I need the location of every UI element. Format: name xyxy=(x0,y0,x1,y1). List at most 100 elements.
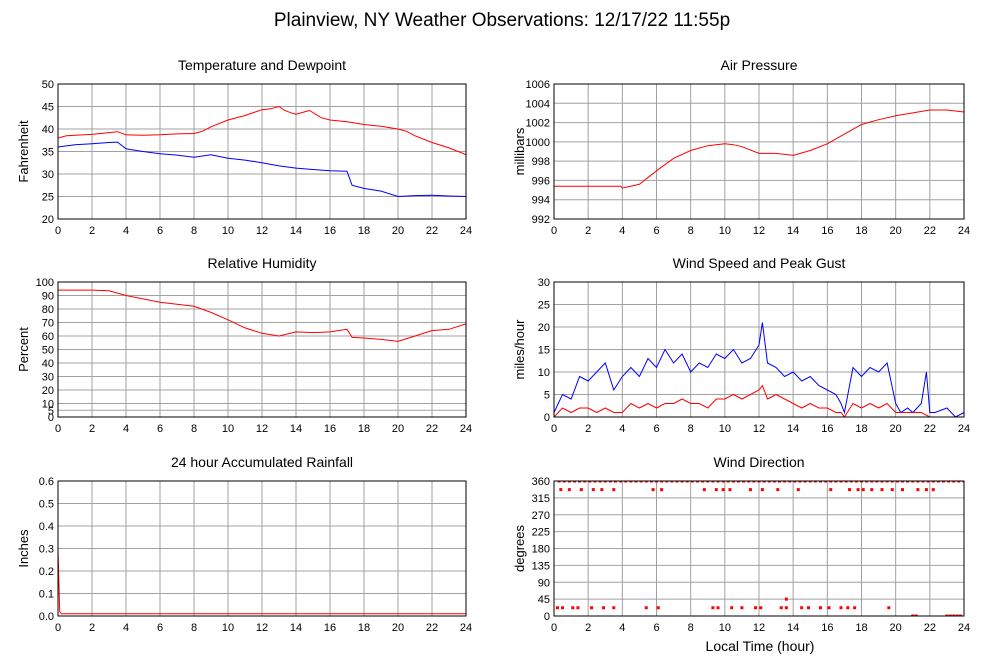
data-point xyxy=(696,481,699,483)
x-tick-label: 20 xyxy=(890,423,902,435)
data-point xyxy=(880,488,884,492)
data-point xyxy=(854,481,858,483)
x-tick-label: 10 xyxy=(222,225,234,237)
y-tick-label: 5 xyxy=(48,405,54,417)
y-tick-label: 5 xyxy=(544,390,550,402)
data-point xyxy=(721,488,725,492)
x-tick-label: 14 xyxy=(787,423,799,435)
y-tick-label: 1002 xyxy=(526,118,550,130)
data-point xyxy=(608,481,612,483)
data-point xyxy=(760,488,764,492)
page-title: Plainview, NY Weather Observations: 12/1… xyxy=(274,10,730,31)
data-point xyxy=(959,614,963,616)
x-tick-label: 8 xyxy=(688,423,694,435)
data-point xyxy=(629,481,633,483)
data-point xyxy=(880,481,884,483)
series-0 xyxy=(555,481,964,616)
x-tick-label: 2 xyxy=(89,423,95,435)
x-tick-label: 0 xyxy=(551,423,557,435)
data-point xyxy=(680,481,684,483)
data-point xyxy=(644,481,648,483)
data-point xyxy=(914,614,918,616)
chart-title: Wind Speed and Peak Gust xyxy=(673,255,846,271)
data-point xyxy=(731,481,735,483)
data-point xyxy=(644,606,648,610)
data-point xyxy=(737,481,740,483)
x-tick-label: 4 xyxy=(123,225,129,237)
x-tick-label: 4 xyxy=(123,622,129,634)
x-tick-label: 12 xyxy=(753,423,765,435)
y-tick-label: 60 xyxy=(42,331,54,343)
y-tick-label: 45 xyxy=(538,594,550,606)
x-tick-label: 14 xyxy=(787,225,799,237)
y-tick-label: 998 xyxy=(532,156,550,168)
x-tick-label: 10 xyxy=(719,622,731,634)
data-point xyxy=(701,481,705,483)
x-tick-label: 22 xyxy=(924,622,936,634)
x-tick-label: 12 xyxy=(753,622,765,634)
data-point xyxy=(614,481,617,483)
data-point xyxy=(578,481,582,483)
data-point xyxy=(762,481,766,483)
data-point xyxy=(675,481,679,483)
x-tick-label: 4 xyxy=(619,423,625,435)
data-point xyxy=(711,481,715,483)
series-line-1 xyxy=(554,384,964,417)
series-line-0 xyxy=(58,548,466,615)
y-tick-label: 180 xyxy=(532,544,550,556)
data-point xyxy=(740,606,744,610)
series-line-0 xyxy=(58,289,466,342)
data-point xyxy=(931,481,935,483)
chart-title: 24 hour Accumulated Rainfall xyxy=(171,454,353,470)
data-point xyxy=(807,606,811,610)
data-point xyxy=(911,614,915,616)
data-point xyxy=(827,606,831,610)
data-point xyxy=(916,481,920,483)
data-point xyxy=(603,481,607,483)
x-tick-label: 0 xyxy=(55,423,61,435)
data-point xyxy=(829,488,833,492)
data-point xyxy=(861,488,865,492)
data-point xyxy=(772,481,776,483)
data-point xyxy=(754,606,758,610)
chart-title: Relative Humidity xyxy=(208,255,317,271)
data-point xyxy=(783,481,787,483)
x-tick-label: 6 xyxy=(653,225,659,237)
x-tick-label: 4 xyxy=(619,622,625,634)
data-point xyxy=(685,481,689,483)
data-point xyxy=(600,488,604,492)
x-tick-label: 8 xyxy=(688,225,694,237)
data-point xyxy=(824,481,828,483)
x-tick-label: 18 xyxy=(358,622,370,634)
y-tick-label: 25 xyxy=(538,300,550,312)
data-point xyxy=(747,481,751,483)
x-tick-label: 20 xyxy=(392,622,404,634)
x-tick-label: 20 xyxy=(890,622,902,634)
data-point xyxy=(955,614,959,616)
data-point xyxy=(860,481,863,483)
x-tick-label: 12 xyxy=(256,622,268,634)
data-point xyxy=(813,481,817,483)
y-tick-label: 270 xyxy=(532,510,550,522)
y-tick-label: 0.3 xyxy=(39,544,54,556)
x-tick-label: 10 xyxy=(719,423,731,435)
x-tick-label: 24 xyxy=(958,622,970,634)
y-axis-label: degrees xyxy=(512,525,527,572)
plot-frame xyxy=(553,281,965,418)
data-point xyxy=(562,481,566,483)
data-point xyxy=(778,481,781,483)
y-tick-label: 40 xyxy=(42,124,54,136)
x-tick-label: 0 xyxy=(551,225,557,237)
plot-frame xyxy=(553,480,965,617)
data-point xyxy=(952,614,956,616)
y-tick-label: 100 xyxy=(36,277,54,289)
data-point xyxy=(962,481,964,483)
data-point xyxy=(567,488,571,492)
data-point xyxy=(846,606,850,610)
data-point xyxy=(752,481,756,483)
data-point xyxy=(728,488,732,492)
x-tick-label: 24 xyxy=(958,225,970,237)
y-tick-label: 25 xyxy=(42,192,54,204)
data-point xyxy=(759,606,763,610)
